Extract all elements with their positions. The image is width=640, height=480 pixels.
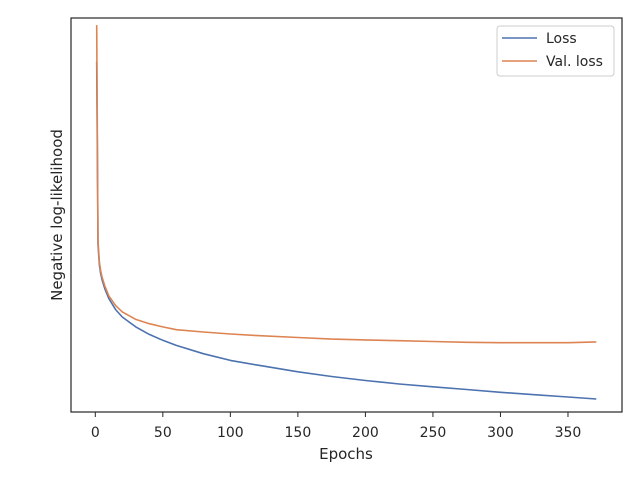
legend: Loss Val. loss: [496, 25, 615, 77]
x-axis: 0 50 100 150 200 250 300 350: [91, 412, 581, 441]
x-tick-label: 250: [420, 425, 447, 441]
x-tick-label: 150: [285, 425, 312, 441]
series-layer: [95, 25, 597, 400]
x-tick-label: 100: [217, 425, 244, 441]
x-tick-label: 350: [555, 425, 582, 441]
plot-frame: [70, 17, 623, 413]
x-tick-label: 200: [352, 425, 379, 441]
x-axis-title: Epochs: [319, 445, 373, 463]
series-line-loss: [95, 61, 597, 400]
y-axis-title: Negative log-likelihood: [48, 129, 66, 301]
x-tick-label: 300: [487, 425, 514, 441]
x-tick-label: 50: [154, 425, 172, 441]
legend-label-val-loss: Val. loss: [546, 54, 603, 70]
x-tick-label: 0: [91, 425, 100, 441]
legend-label-loss: Loss: [546, 31, 577, 47]
series-line-val-loss: [95, 25, 597, 344]
